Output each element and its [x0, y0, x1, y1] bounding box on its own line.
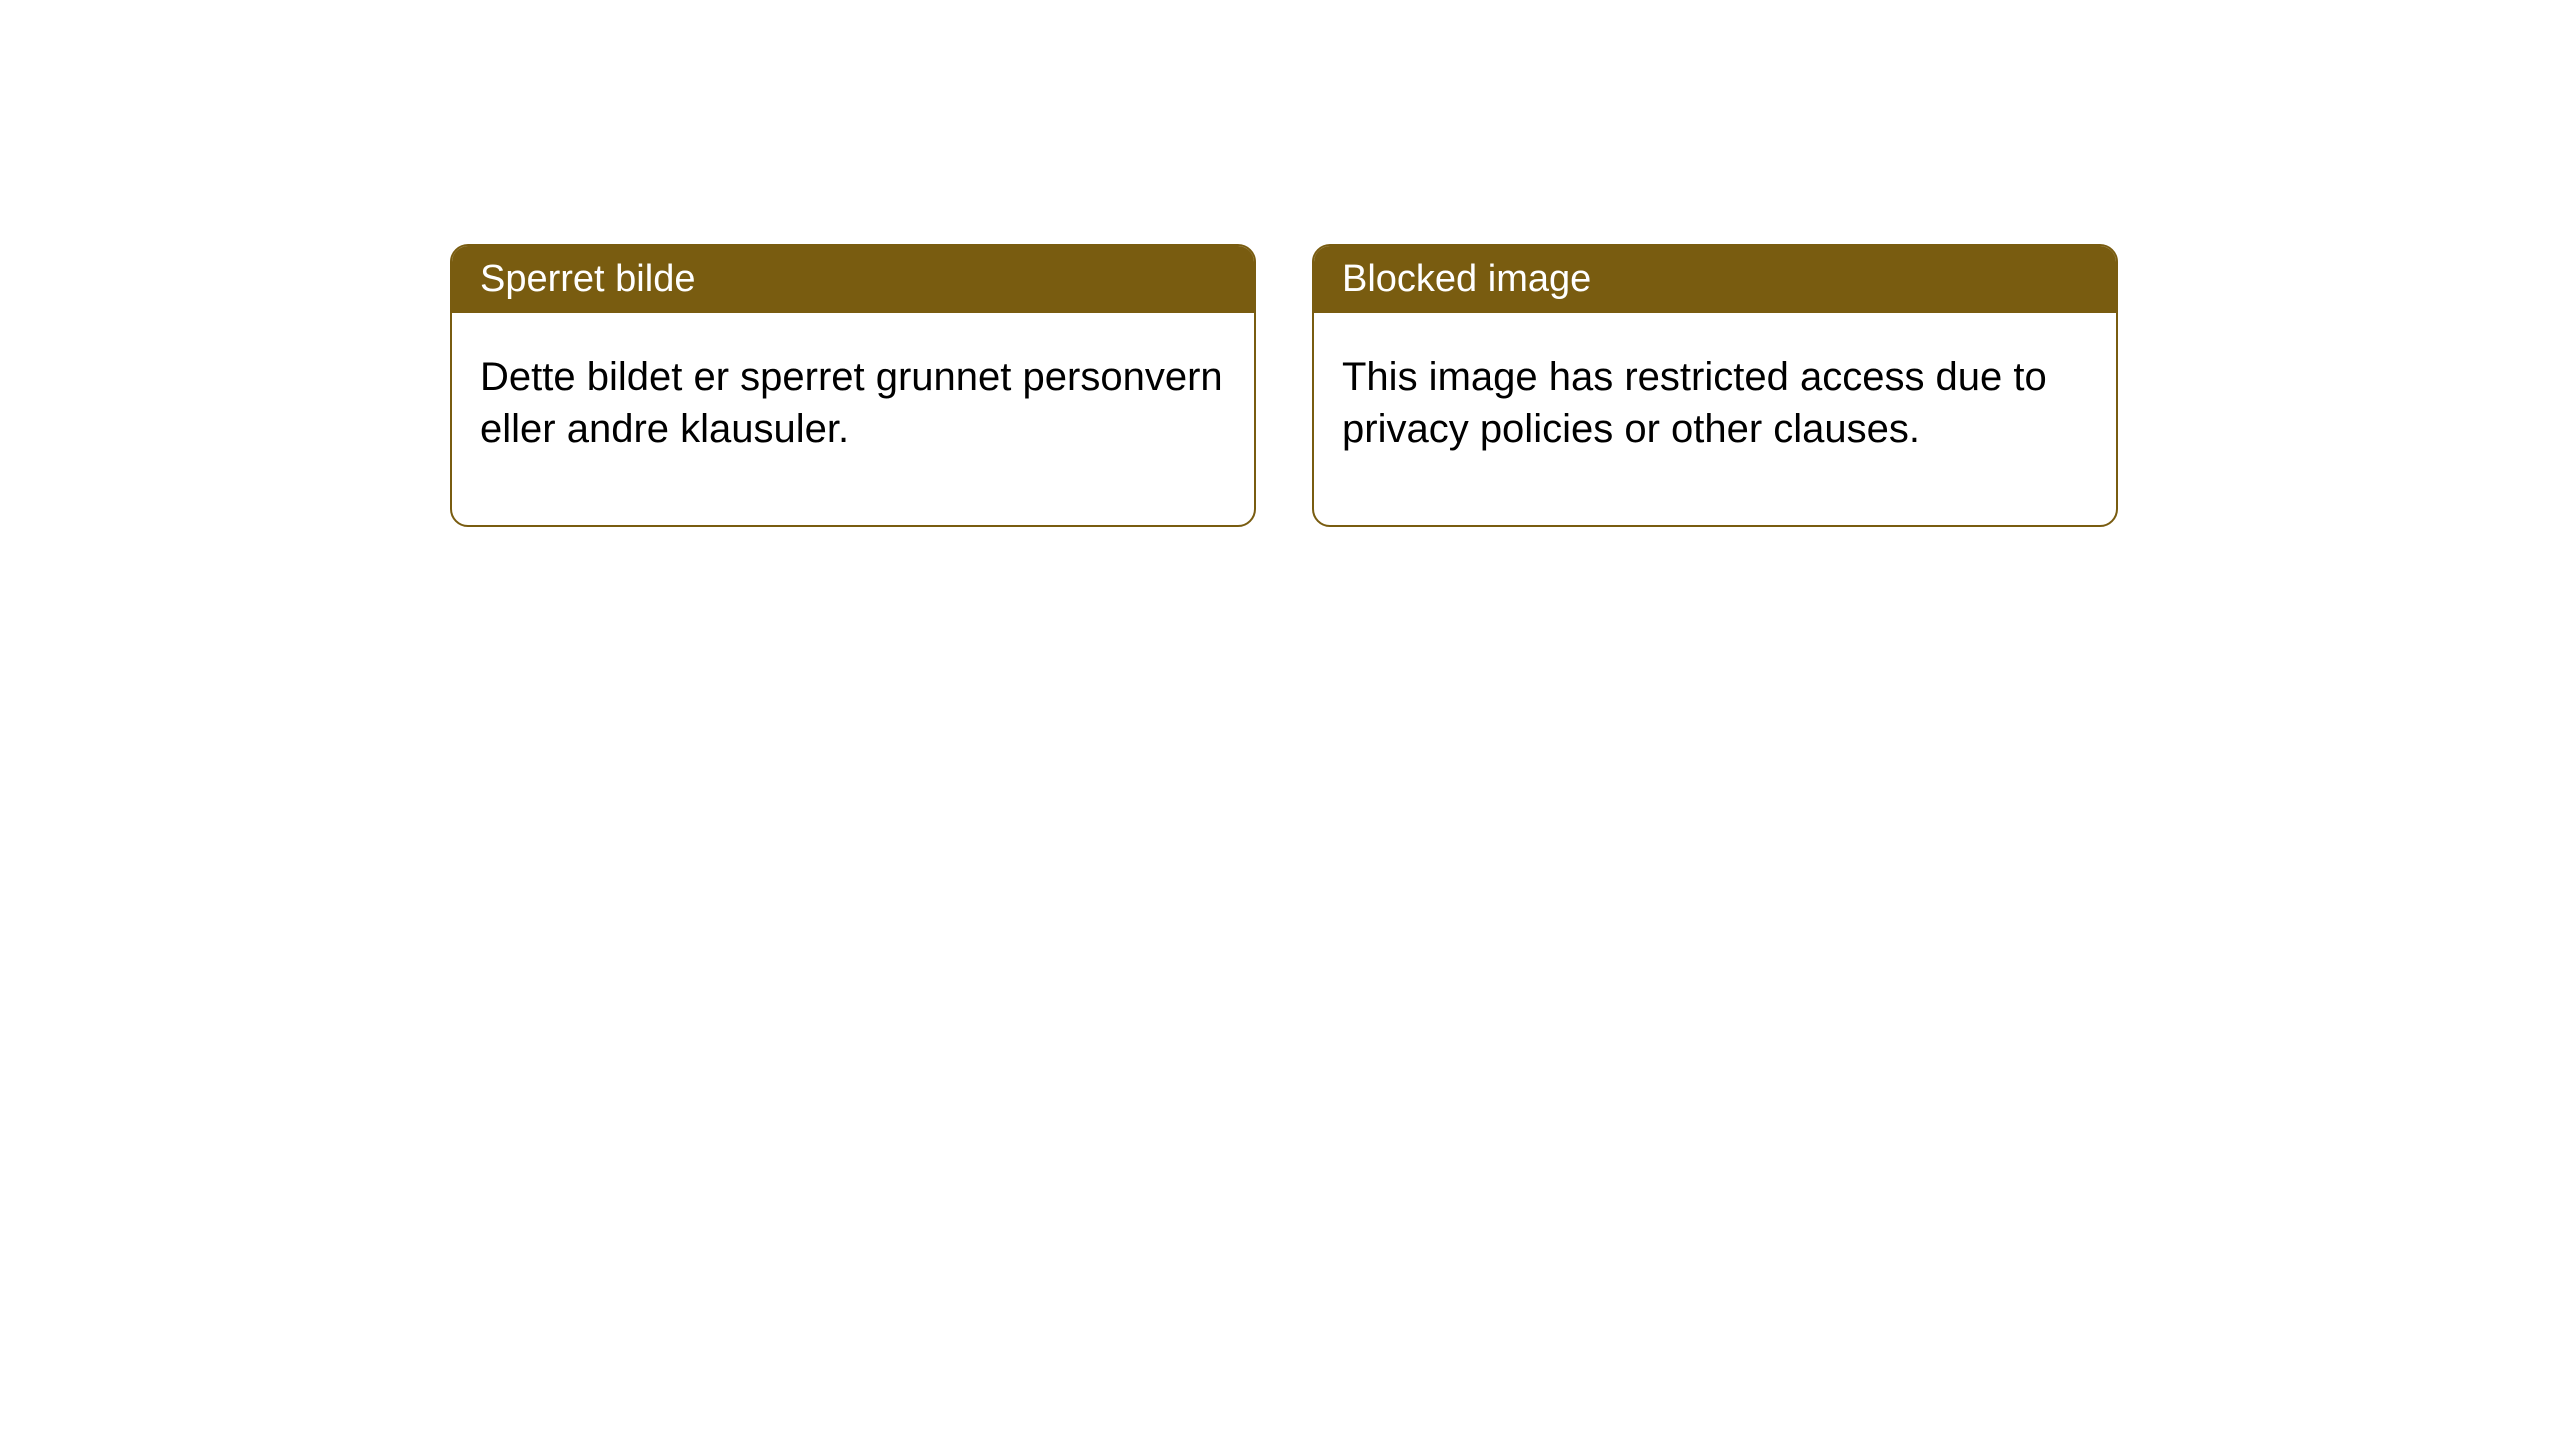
notice-cards-container: Sperret bilde Dette bildet er sperret gr… — [450, 244, 2560, 527]
card-title: Sperret bilde — [480, 258, 695, 300]
notice-card-norwegian: Sperret bilde Dette bildet er sperret gr… — [450, 244, 1256, 527]
card-header: Blocked image — [1314, 246, 2116, 313]
notice-card-english: Blocked image This image has restricted … — [1312, 244, 2118, 527]
card-body-text: Dette bildet er sperret grunnet personve… — [480, 355, 1223, 451]
card-body: This image has restricted access due to … — [1314, 313, 2116, 525]
card-body: Dette bildet er sperret grunnet personve… — [452, 313, 1254, 525]
card-body-text: This image has restricted access due to … — [1342, 355, 2047, 451]
card-title: Blocked image — [1342, 258, 1591, 300]
card-header: Sperret bilde — [452, 246, 1254, 313]
